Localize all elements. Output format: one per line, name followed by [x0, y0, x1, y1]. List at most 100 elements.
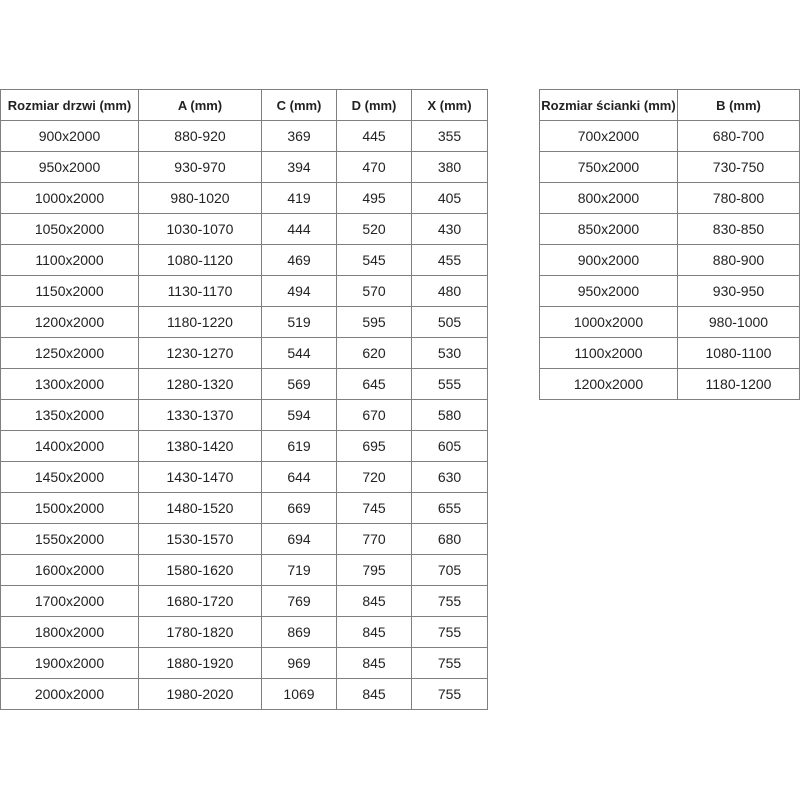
table-cell: 705 — [411, 554, 488, 586]
table-cell: 1780-1820 — [138, 616, 262, 648]
table-cell: 1030-1070 — [138, 213, 262, 245]
table-cell: 1600x2000 — [0, 554, 139, 586]
table-cell: 594 — [261, 399, 337, 431]
table-cell: 580 — [411, 399, 488, 431]
table-cell: 950x2000 — [0, 151, 139, 183]
table-header-row: Rozmiar drzwi (mm) A (mm) C (mm) D (mm) X (m… — [0, 89, 488, 121]
table-cell: 1080-1120 — [138, 244, 262, 276]
table-row: 900x2000 880-920 369 445 355 — [0, 120, 488, 152]
table-cell: 720 — [336, 461, 412, 493]
table-cell: 669 — [261, 492, 337, 524]
table-cell: 444 — [261, 213, 337, 245]
table-cell: 595 — [336, 306, 412, 338]
table-cell: 445 — [336, 120, 412, 152]
table-cell: 969 — [261, 647, 337, 679]
table-cell: 355 — [411, 120, 488, 152]
column-header: B (mm) — [676, 89, 800, 121]
table-cell: 570 — [336, 275, 412, 307]
table-header-row: Rozmiar ścianki (mm) B (mm) — [539, 89, 800, 121]
table-cell: 795 — [336, 554, 412, 586]
table-row: 1600x2000 1580-1620 719 795 705 — [0, 554, 488, 586]
table-cell: 630 — [411, 461, 488, 493]
column-header: C (mm) — [261, 89, 337, 121]
table-cell: 1080-1100 — [676, 337, 800, 369]
table-row: 1000x2000 980-1000 — [539, 306, 800, 338]
table-cell: 1900x2000 — [0, 647, 139, 679]
table-cell: 1280-1320 — [138, 368, 262, 400]
column-header: X (mm) — [411, 89, 488, 121]
table-cell: 1180-1220 — [138, 306, 262, 338]
table-cell: 1100x2000 — [539, 337, 678, 369]
table-cell: 1100x2000 — [0, 244, 139, 276]
table-cell: 719 — [261, 554, 337, 586]
table-cell: 680-700 — [676, 120, 800, 152]
table-cell: 1700x2000 — [0, 585, 139, 617]
table-cell: 619 — [261, 430, 337, 462]
table-cell: 845 — [336, 585, 412, 617]
table-cell: 369 — [261, 120, 337, 152]
table-cell: 469 — [261, 244, 337, 276]
table-cell: 645 — [336, 368, 412, 400]
table-cell: 495 — [336, 182, 412, 214]
table-cell: 695 — [336, 430, 412, 462]
table-cell: 1180-1200 — [676, 368, 800, 400]
table-cell: 1300x2000 — [0, 368, 139, 400]
table-row: 1100x2000 1080-1120 469 545 455 — [0, 244, 488, 276]
table-cell: 745 — [336, 492, 412, 524]
table-cell: 869 — [261, 616, 337, 648]
table-cell: 430 — [411, 213, 488, 245]
table-cell: 1500x2000 — [0, 492, 139, 524]
table-cell: 1800x2000 — [0, 616, 139, 648]
table-cell: 519 — [261, 306, 337, 338]
table-cell: 780-800 — [676, 182, 800, 214]
table-row: 700x2000 680-700 — [539, 120, 800, 152]
table-cell: 555 — [411, 368, 488, 400]
table-cell: 1200x2000 — [0, 306, 139, 338]
table-cell: 1130-1170 — [138, 275, 262, 307]
table-cell: 800x2000 — [539, 182, 678, 214]
table-cell: 755 — [411, 585, 488, 617]
column-header: Rozmiar drzwi (mm) — [0, 89, 139, 121]
table-row: 850x2000 830-850 — [539, 213, 800, 245]
column-header: A (mm) — [138, 89, 262, 121]
table-row: 1400x2000 1380-1420 619 695 605 — [0, 430, 488, 462]
table-cell: 850x2000 — [539, 213, 678, 245]
table-cell: 700x2000 — [539, 120, 678, 152]
table-row: 1050x2000 1030-1070 444 520 430 — [0, 213, 488, 245]
table-cell: 494 — [261, 275, 337, 307]
table-cell: 1680-1720 — [138, 585, 262, 617]
table-row: 950x2000 930-970 394 470 380 — [0, 151, 488, 183]
table-cell: 1400x2000 — [0, 430, 139, 462]
table-cell: 1550x2000 — [0, 523, 139, 555]
table-cell: 655 — [411, 492, 488, 524]
table-cell: 750x2000 — [539, 151, 678, 183]
table-cell: 1150x2000 — [0, 275, 139, 307]
table-cell: 980-1020 — [138, 182, 262, 214]
table-cell: 1980-2020 — [138, 678, 262, 710]
table-cell: 530 — [411, 337, 488, 369]
table-row: 900x2000 880-900 — [539, 244, 800, 276]
table-cell: 520 — [336, 213, 412, 245]
table-cell: 1380-1420 — [138, 430, 262, 462]
table-row: 1350x2000 1330-1370 594 670 580 — [0, 399, 488, 431]
table-cell: 1000x2000 — [0, 182, 139, 214]
table-cell: 544 — [261, 337, 337, 369]
table-cell: 880-900 — [676, 244, 800, 276]
table-row: 1200x2000 1180-1200 — [539, 368, 800, 400]
table-cell: 1050x2000 — [0, 213, 139, 245]
table-cell: 930-970 — [138, 151, 262, 183]
column-header: Rozmiar ścianki (mm) — [539, 89, 678, 121]
table-cell: 670 — [336, 399, 412, 431]
table-cell: 694 — [261, 523, 337, 555]
table-row: 1550x2000 1530-1570 694 770 680 — [0, 523, 488, 555]
table-cell: 755 — [411, 647, 488, 679]
table-cell: 1069 — [261, 678, 337, 710]
table-cell: 1350x2000 — [0, 399, 139, 431]
table-cell: 1480-1520 — [138, 492, 262, 524]
table-cell: 1230-1270 — [138, 337, 262, 369]
table-row: 1900x2000 1880-1920 969 845 755 — [0, 647, 488, 679]
table-cell: 1430-1470 — [138, 461, 262, 493]
table-cell: 730-750 — [676, 151, 800, 183]
table-cell: 930-950 — [676, 275, 800, 307]
table-cell: 1000x2000 — [539, 306, 678, 338]
